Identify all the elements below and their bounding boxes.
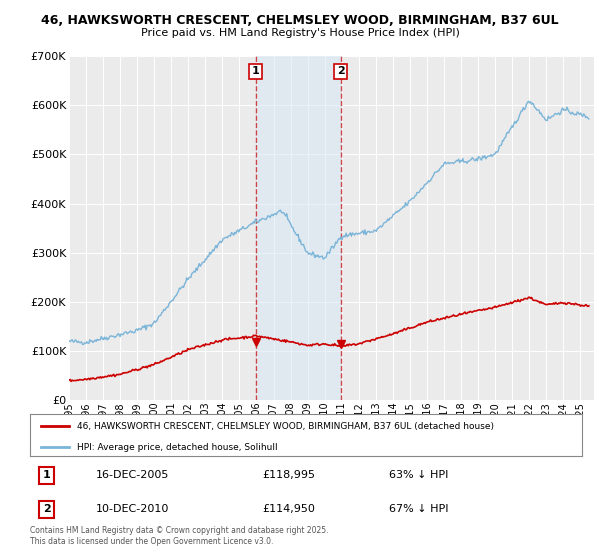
Text: 2: 2 [43, 505, 50, 515]
Text: 10-DEC-2010: 10-DEC-2010 [96, 505, 170, 515]
Text: 46, HAWKSWORTH CRESCENT, CHELMSLEY WOOD, BIRMINGHAM, B37 6UL: 46, HAWKSWORTH CRESCENT, CHELMSLEY WOOD,… [41, 14, 559, 27]
Text: £118,995: £118,995 [262, 470, 315, 480]
Text: 46, HAWKSWORTH CRESCENT, CHELMSLEY WOOD, BIRMINGHAM, B37 6UL (detached house): 46, HAWKSWORTH CRESCENT, CHELMSLEY WOOD,… [77, 422, 494, 431]
Text: £114,950: £114,950 [262, 505, 315, 515]
Text: 1: 1 [252, 66, 260, 76]
Bar [256, 56, 341, 400]
Text: 1: 1 [43, 470, 50, 480]
Text: 2: 2 [337, 66, 344, 76]
Text: 16-DEC-2005: 16-DEC-2005 [96, 470, 170, 480]
Text: 67% ↓ HPI: 67% ↓ HPI [389, 505, 448, 515]
Text: 63% ↓ HPI: 63% ↓ HPI [389, 470, 448, 480]
Text: Contains HM Land Registry data © Crown copyright and database right 2025.
This d: Contains HM Land Registry data © Crown c… [30, 526, 329, 546]
Text: Price paid vs. HM Land Registry's House Price Index (HPI): Price paid vs. HM Land Registry's House … [140, 28, 460, 38]
Text: HPI: Average price, detached house, Solihull: HPI: Average price, detached house, Soli… [77, 442, 278, 452]
